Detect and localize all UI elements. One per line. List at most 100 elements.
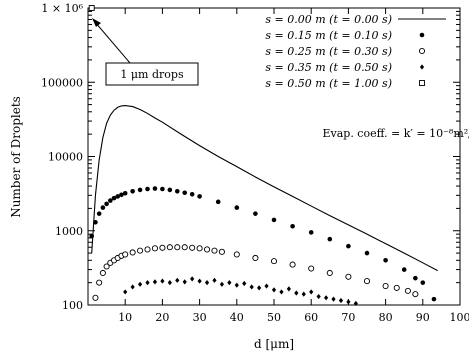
data-point [160, 278, 165, 284]
series-layer [88, 5, 438, 307]
data-point [160, 186, 165, 192]
x-tick-label: 70 [341, 311, 355, 324]
data-point [122, 190, 128, 196]
data-point [92, 294, 99, 301]
data-point [130, 188, 135, 194]
y-tick-label: 10000 [48, 151, 83, 164]
x-tick-label: 80 [379, 311, 393, 324]
x-axis-label: d [μm] [254, 337, 294, 351]
data-point [252, 254, 259, 262]
data-point [270, 258, 278, 265]
data-point [382, 282, 389, 290]
data-point [104, 201, 109, 207]
x-tick-label: 90 [416, 311, 430, 324]
y-tick-label: 1000 [55, 225, 83, 238]
data-point [301, 291, 306, 297]
annotation-evap-coeff: Evap. coeff. = k′ = 10⁻⁸m²/s [322, 127, 469, 140]
tick-labels: 10 20 30 40 50 60 70 80 90 100 100 1000 10000 100000 1… [41, 2, 469, 324]
data-point [137, 247, 144, 254]
data-point [346, 243, 351, 249]
data-point [167, 280, 172, 286]
legend-entry-label: s = 0.15 m (t = 0.10 s) [265, 29, 392, 42]
data-point [166, 244, 173, 251]
data-point [218, 248, 225, 255]
data-point [227, 280, 232, 286]
data-point [294, 290, 299, 296]
data-point [144, 246, 151, 253]
data-point [96, 211, 102, 216]
y-axis-label: Number of Droplets [9, 96, 23, 218]
data-point [393, 284, 400, 291]
data-point [89, 233, 95, 239]
series-3 [123, 276, 358, 307]
data-point [331, 296, 336, 302]
data-point [271, 217, 277, 223]
data-point [338, 297, 344, 304]
x-tick-label: 40 [230, 311, 244, 324]
data-point [145, 280, 150, 286]
data-point [130, 284, 135, 290]
x-tick-label: 100 [450, 311, 469, 324]
data-point [137, 281, 143, 287]
legend-entry-label: s = 0.00 m (t = 0.00 s) [265, 13, 392, 26]
data-point [181, 244, 188, 251]
data-point [309, 289, 314, 295]
x-tick-label: 10 [118, 311, 132, 324]
annotation-box [105, 62, 199, 86]
data-point [100, 205, 106, 210]
data-point [175, 277, 180, 283]
data-point [211, 247, 218, 254]
data-point [151, 245, 159, 252]
data-point [99, 269, 106, 277]
data-point [289, 261, 296, 268]
data-point [346, 299, 351, 305]
data-point [204, 280, 210, 286]
data-point [197, 194, 202, 199]
legend-entry-label: s = 0.50 m (t = 1.00 s) [265, 77, 392, 90]
data-point [212, 277, 217, 283]
data-point [431, 296, 437, 302]
data-point [182, 279, 187, 285]
legend-marker [418, 47, 426, 55]
data-point [257, 285, 262, 291]
data-point [308, 265, 315, 272]
x-tick-label: 60 [304, 311, 318, 324]
data-point [119, 192, 124, 198]
data-point [189, 244, 196, 251]
data-point [353, 300, 358, 307]
data-point [145, 186, 150, 192]
annotation-1um-drops: 1 μm drops [92, 18, 199, 86]
data-point [159, 244, 166, 251]
data-point [196, 245, 203, 252]
data-point [219, 281, 225, 287]
annotation-arrow [94, 21, 131, 64]
data-point [286, 286, 291, 292]
data-point [103, 263, 110, 270]
data-point [122, 251, 129, 258]
legend: s = 0.00 m (t = 0.00 s) s = 0.15 m (t = 0… [265, 13, 446, 90]
data-point [345, 273, 352, 280]
x-tick-label: 50 [267, 311, 281, 324]
data-point [279, 289, 284, 295]
data-point [242, 280, 247, 287]
data-point [233, 251, 240, 258]
data-point [234, 205, 240, 210]
data-point [412, 291, 419, 298]
data-point [323, 295, 329, 301]
data-point [96, 279, 103, 286]
legend-marker [419, 64, 425, 70]
data-point [137, 187, 143, 193]
data-point [190, 276, 195, 282]
data-point [215, 199, 221, 205]
data-point [327, 236, 333, 242]
series-0 [91, 105, 438, 272]
data-point [152, 279, 158, 285]
annotation-arrowhead [92, 18, 101, 27]
ticks [88, 7, 461, 306]
series-1 [89, 186, 437, 302]
data-point [271, 287, 277, 293]
data-point [383, 257, 388, 263]
data-point [253, 211, 258, 216]
data-point [413, 275, 418, 281]
